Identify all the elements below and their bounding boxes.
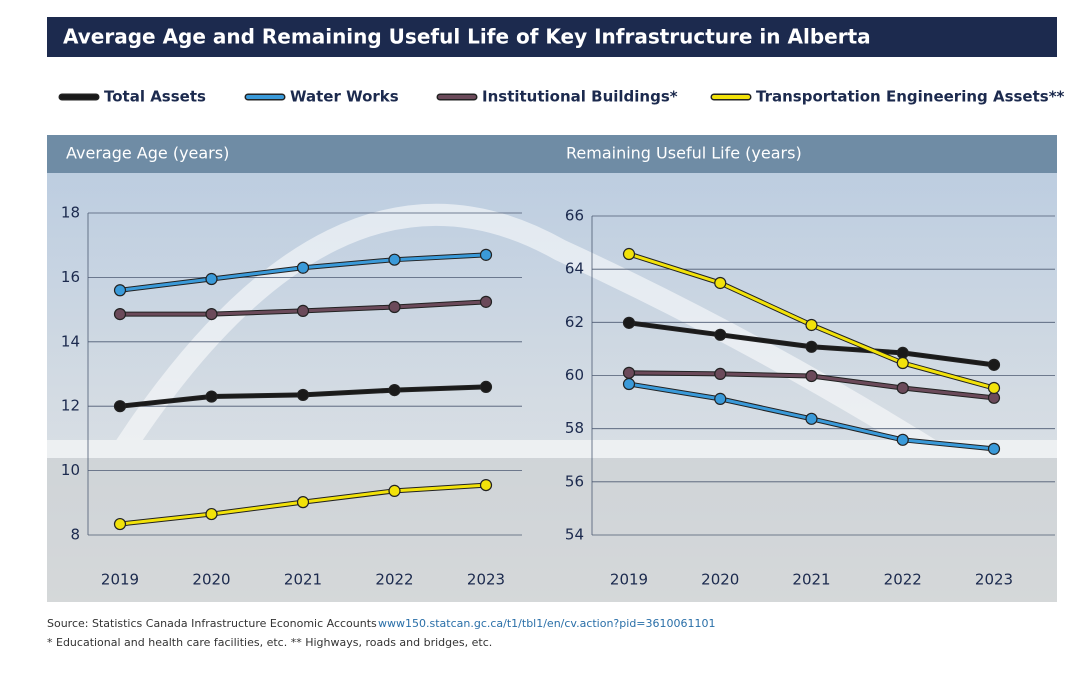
data-point (205, 272, 218, 286)
data-point (805, 318, 818, 332)
charts: Average Age (years) 8 10 12 14 16 18 2019 2020 20… (61, 144, 1055, 589)
panel-header (47, 135, 1057, 173)
data-point (714, 367, 727, 381)
data-point (205, 308, 218, 321)
y-tick-label: 62 (565, 313, 584, 331)
data-point (714, 392, 727, 405)
data-point (805, 412, 818, 425)
data-point (113, 517, 127, 531)
data-point (622, 247, 636, 261)
y-tick-label: 14 (61, 332, 80, 350)
footnote: * Educational and health care facilities… (47, 636, 492, 649)
chart-title: Average Age (years) (66, 144, 229, 163)
data-point (388, 484, 401, 497)
data-point (479, 478, 493, 492)
data-point (388, 300, 401, 314)
legend-label: Water Works (290, 88, 399, 106)
legend: Total Assets Water Works Institutional Bui… (58, 88, 1065, 106)
x-tick-label: 2022 (375, 571, 413, 589)
data-point (987, 358, 1001, 371)
data-point (296, 388, 310, 402)
data-point (296, 304, 310, 317)
data-point (805, 369, 818, 383)
x-tick-label: 2023 (467, 571, 505, 589)
data-point (622, 316, 636, 329)
data-point (622, 366, 636, 379)
data-point (205, 390, 218, 403)
data-point (714, 328, 727, 341)
data-point (987, 442, 1001, 455)
y-tick-label: 54 (565, 526, 584, 544)
data-point (479, 380, 493, 393)
data-point (205, 507, 218, 521)
data-point (388, 253, 401, 266)
y-tick-label: 16 (61, 268, 80, 286)
y-tick-label: 18 (61, 204, 80, 222)
source: Source: Statistics Canada Infrastructure… (47, 617, 377, 630)
legend-label: Transportation Engineering Assets** (756, 88, 1065, 106)
y-tick-label: 58 (565, 419, 584, 437)
data-point (896, 381, 909, 395)
data-point (896, 433, 909, 446)
y-tick-label: 64 (565, 260, 584, 278)
x-tick-label: 2023 (975, 571, 1013, 589)
y-tick-label: 12 (61, 397, 80, 415)
y-tick-label: 56 (565, 472, 584, 490)
y-tick-label: 10 (61, 461, 80, 479)
chart-title: Remaining Useful Life (years) (566, 144, 802, 163)
x-tick-label: 2019 (101, 571, 139, 589)
x-tick-label: 2022 (884, 571, 922, 589)
legend-label: Total Assets (104, 88, 206, 106)
legend-label: Institutional Buildings* (482, 88, 678, 106)
data-point (714, 276, 727, 290)
data-point (805, 340, 818, 353)
data-point (296, 261, 310, 274)
title: Average Age and Remaining Useful Life of… (63, 25, 871, 49)
source-link[interactable]: www150.statcan.gc.ca/t1/tbl1/en/cv.actio… (378, 617, 716, 630)
data-point (622, 377, 636, 391)
data-point (113, 400, 127, 413)
data-point (296, 496, 310, 509)
data-point (113, 284, 127, 297)
y-tick-label: 8 (70, 526, 80, 544)
data-point (388, 384, 401, 397)
data-point (987, 381, 1001, 395)
x-tick-label: 2019 (610, 571, 648, 589)
x-tick-label: 2021 (792, 571, 830, 589)
data-point (896, 356, 909, 370)
x-tick-label: 2020 (192, 571, 230, 589)
data-point (113, 308, 127, 321)
data-point (479, 295, 493, 308)
data-point (896, 346, 909, 360)
y-tick-label: 60 (565, 366, 584, 384)
x-tick-label: 2020 (701, 571, 739, 589)
y-tick-label: 66 (565, 207, 584, 225)
x-tick-label: 2021 (284, 571, 322, 589)
data-point (479, 248, 493, 261)
title-bar (47, 17, 1057, 57)
